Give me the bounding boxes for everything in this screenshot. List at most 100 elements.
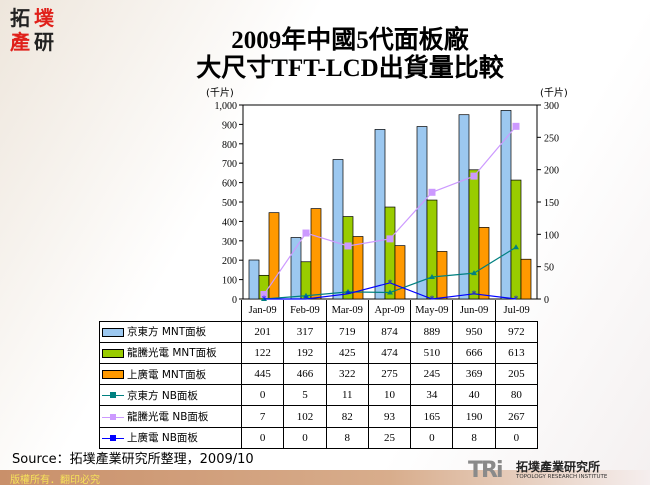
- data-label: 874: [367, 320, 412, 343]
- data-point: *: [514, 294, 519, 304]
- bar: [332, 159, 344, 300]
- data-label: 466: [283, 363, 327, 386]
- legend-line-icon: [102, 413, 124, 422]
- data-label: 0: [240, 384, 285, 407]
- data-point: [471, 270, 477, 276]
- logo-char: 拓: [10, 6, 30, 30]
- legend-line-icon: [102, 391, 124, 400]
- bar: [310, 208, 322, 300]
- source-note: Source：拓墣產業研究所整理，2009/10: [12, 452, 254, 467]
- bar: [248, 259, 260, 300]
- y-left-tick-label: 400: [222, 217, 237, 228]
- y-left-tick-label: 600: [222, 179, 237, 190]
- x-tick-label: Mar-09: [325, 300, 369, 322]
- data-point: *: [262, 294, 267, 304]
- data-label: 34: [410, 384, 454, 407]
- brand-mark: TRi: [468, 458, 503, 483]
- data-label: 25: [367, 426, 412, 449]
- chart-title-line1: 2009年中國5代面板廠: [231, 27, 469, 54]
- bar: [468, 169, 480, 300]
- y-left-tick-label: 900: [222, 120, 237, 131]
- legend-entry: 京東方 MNT面板: [99, 320, 242, 343]
- data-label: 950: [452, 320, 496, 343]
- data-label: 425: [325, 341, 369, 365]
- y-right-tick-label: 200: [544, 166, 559, 177]
- data-label: 972: [494, 320, 539, 343]
- brand-cn: 拓墣產業研究所: [516, 460, 601, 474]
- series-name: 上廣電 NB面板: [127, 432, 198, 445]
- data-label: 205: [494, 363, 539, 386]
- data-point: *: [304, 294, 309, 304]
- bar: [510, 179, 522, 300]
- data-label: 613: [494, 341, 539, 365]
- data-label: 10: [367, 384, 412, 407]
- series-name: 京東方 NB面板: [127, 389, 198, 402]
- y-left-tick-label: 800: [222, 140, 237, 151]
- data-label: 510: [410, 341, 454, 365]
- table-header: Jan-09 Feb-09 Mar-09 Apr-09 May-09 Jun-09 Jul-…: [100, 300, 538, 322]
- logo: 拓墣產研: [8, 6, 62, 54]
- data-label: 5: [283, 384, 327, 407]
- data-label: 40: [452, 384, 496, 407]
- data-label: 267: [494, 405, 539, 428]
- y-right-label: (千片): [540, 86, 568, 99]
- data-label: 11: [325, 384, 369, 407]
- data-label: 889: [410, 320, 454, 343]
- y-right-tick-label: 150: [544, 198, 559, 209]
- y-left-tick-label: 1,000: [215, 101, 238, 112]
- data-label: 369: [452, 363, 496, 386]
- logo-char: 研: [34, 30, 54, 54]
- y-right-tick-label: 50: [544, 263, 554, 274]
- legend-swatch: [102, 370, 124, 380]
- data-label: 666: [452, 341, 496, 365]
- y-left-tick-label: 0: [232, 295, 237, 306]
- legend-entry: 上廣電 NB面板: [99, 426, 242, 449]
- data-point: *: [430, 294, 435, 304]
- y-left-tick-label: 200: [222, 256, 237, 267]
- logo-char: 墣: [34, 6, 54, 30]
- data-label: 322: [325, 363, 369, 386]
- data-point: [260, 290, 268, 298]
- series-line: [264, 282, 517, 300]
- y-right-tick-label: 300: [544, 101, 559, 112]
- y-left-label: (千片): [206, 86, 234, 99]
- data-label: 8: [325, 426, 369, 449]
- data-label: 474: [367, 341, 412, 365]
- x-tick-label: Jul-09: [494, 300, 538, 322]
- data-point: [387, 289, 393, 295]
- data-point: [513, 244, 519, 250]
- copyright: 版權所有．翻印必究: [10, 475, 100, 486]
- x-tick-label: Jan-09: [240, 300, 284, 322]
- x-tick-label: Apr-09: [367, 300, 411, 322]
- data-label: 317: [283, 320, 327, 343]
- data-label: 275: [367, 363, 412, 386]
- data-label: 0: [283, 426, 327, 449]
- legend-swatch: [102, 348, 124, 358]
- data-label: 7: [240, 405, 285, 428]
- y-right-tick-label: 0: [544, 295, 549, 306]
- x-tick-label: Jun-09: [452, 300, 496, 322]
- series-name: 龍騰光電 MNT面板: [127, 347, 217, 360]
- series-name: 上廣電 MNT面板: [127, 368, 207, 381]
- y-left-tick-label: 300: [222, 237, 237, 248]
- bar: [416, 126, 428, 300]
- table-row: 京東方 NB面板 0 5 11 10 34 40 80: [99, 384, 539, 407]
- data-label: 201: [240, 320, 285, 343]
- data-label: 122: [240, 341, 285, 365]
- legend-entry: 龍騰光電 NB面板: [99, 405, 242, 428]
- legend-entry: 龍騰光電 MNT面板: [99, 341, 242, 365]
- data-point: [429, 274, 435, 280]
- bar: [478, 227, 490, 300]
- logo-char: 產: [10, 30, 30, 54]
- table-row: 龍騰光電 NB面板 7 102 82 93 165 190 267: [99, 405, 539, 428]
- data-point: *: [472, 289, 477, 299]
- bar: [268, 212, 280, 300]
- data-point: *: [388, 278, 393, 288]
- data-table: Jan-09 Feb-09 Mar-09 Apr-09 May-09 Jun-09 Jul-…: [99, 300, 539, 449]
- data-label: 0: [240, 426, 285, 449]
- legend-entry: 上廣電 MNT面板: [99, 363, 242, 386]
- bar: [458, 114, 470, 300]
- data-point: [428, 188, 436, 196]
- data-point: [302, 229, 310, 237]
- data-point: [470, 172, 478, 180]
